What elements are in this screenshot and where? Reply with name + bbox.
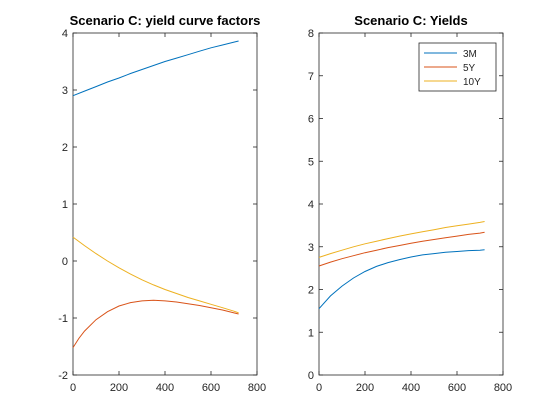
x-tick-label: 800 <box>248 382 266 394</box>
y-tick-label: 7 <box>308 71 314 83</box>
x-tick-label: 600 <box>448 382 466 394</box>
series-line-10y <box>318 221 485 258</box>
x-tick-label: 0 <box>70 382 76 394</box>
chart-panel-1: Scenario C: yield curve factors 0 200 400 60… <box>58 13 266 394</box>
legend-label: 5Y <box>463 63 476 74</box>
chart-title: Scenario C: Yields <box>354 13 467 28</box>
legend: 3M 5Y 10Y <box>418 42 497 92</box>
y-tick-label: 0 <box>62 256 68 268</box>
series-line-1 <box>72 40 239 97</box>
x-tick-label: 400 <box>402 382 420 394</box>
y-tick-label: 1 <box>308 327 314 339</box>
x-tick-label: 0 <box>316 382 322 394</box>
x-tick-label: 200 <box>110 382 128 394</box>
series-line-5y <box>318 231 485 267</box>
legend-label: 3M <box>463 49 477 60</box>
y-tick-label: -2 <box>58 370 68 382</box>
y-tick-label: 5 <box>308 156 314 168</box>
x-tick-label: 800 <box>494 382 512 394</box>
y-tick-label: 3 <box>62 85 68 97</box>
y-tick-label: 2 <box>62 142 68 154</box>
chart-panel-2: Scenario C: Yields 0 200 400 600 800 0 1 2 3 4 5 6 7 8… <box>308 13 512 394</box>
y-tick-label: 0 <box>308 370 314 382</box>
x-tick-label: 400 <box>156 382 174 394</box>
y-tick-label: 8 <box>308 28 314 40</box>
series-line-2 <box>72 299 239 348</box>
y-tick-label: 3 <box>308 242 314 254</box>
y-tick-label: 1 <box>62 199 68 211</box>
x-tick-label: 200 <box>356 382 374 394</box>
series-line-3 <box>72 236 239 314</box>
series-line-3m <box>318 249 485 310</box>
y-tick-label: 2 <box>308 285 314 297</box>
y-tick-label: 4 <box>308 199 314 211</box>
x-tick-label: 600 <box>202 382 220 394</box>
y-tick-label: -1 <box>58 313 68 325</box>
y-tick-label: 4 <box>62 28 68 40</box>
y-tick-label: 6 <box>308 114 314 126</box>
legend-label: 10Y <box>463 77 481 88</box>
chart-title: Scenario C: yield curve factors <box>70 13 261 28</box>
